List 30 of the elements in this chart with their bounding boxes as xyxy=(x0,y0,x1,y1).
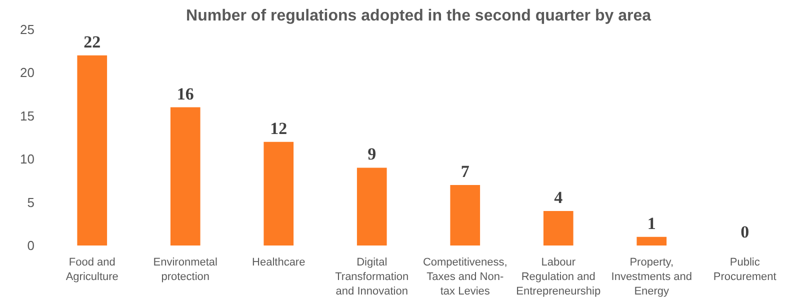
data-label: 22 xyxy=(84,32,101,52)
data-label: 7 xyxy=(460,162,470,182)
y-tick-label: 25 xyxy=(20,22,35,37)
x-tick-label: Labour Regulation and Entrepreneurship xyxy=(516,256,601,298)
x-tick-label: Digital Transformation and Innovation xyxy=(335,256,409,298)
bar xyxy=(636,236,667,246)
bar xyxy=(543,210,574,246)
bar xyxy=(170,107,200,246)
data-label: 1 xyxy=(647,214,656,233)
x-tick-label: Public Procurement xyxy=(713,256,776,283)
data-label: 16 xyxy=(176,84,194,104)
chart-title: Number of regulations adopted in the second quarter by area xyxy=(186,8,652,24)
bar xyxy=(356,168,387,246)
y-tick-label: 20 xyxy=(20,65,35,80)
x-tick-label: Healthcare xyxy=(252,256,306,268)
x-tick-label: Competitiveness, Taxes and Non-tax Levies xyxy=(422,256,508,298)
bar xyxy=(77,55,108,246)
bar xyxy=(450,185,480,246)
y-tick-label: 5 xyxy=(27,194,35,210)
y-tick-label: 10 xyxy=(20,152,35,167)
data-label: 12 xyxy=(270,118,288,138)
data-label: 0 xyxy=(740,222,750,242)
data-label: 9 xyxy=(368,144,376,164)
y-tick-label: 0 xyxy=(27,238,35,253)
data-label: 4 xyxy=(554,188,564,207)
y-tick-label: 15 xyxy=(20,108,35,124)
x-tick-label: Food and Agriculture xyxy=(66,256,118,283)
bar xyxy=(264,142,294,246)
x-tick-label: Environmetal protection xyxy=(153,256,218,283)
x-tick-label: Property, Investments and Energy xyxy=(611,256,692,298)
